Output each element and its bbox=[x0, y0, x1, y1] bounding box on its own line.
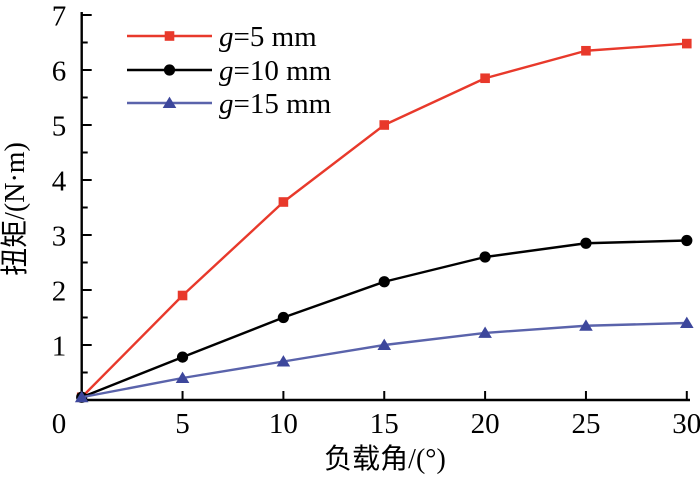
circle-marker bbox=[378, 276, 390, 288]
x-axis-ticks bbox=[181, 391, 688, 400]
y-tick-label: 7 bbox=[52, 1, 67, 33]
y-tick-label: 5 bbox=[52, 111, 67, 143]
x-tick-label: 10 bbox=[269, 408, 298, 440]
series-line bbox=[81, 239, 687, 399]
legend-item-g-10-mm: g=10 mm bbox=[127, 55, 332, 87]
square-marker bbox=[278, 197, 289, 207]
circle-marker bbox=[479, 251, 491, 263]
legend-triangle-marker bbox=[162, 96, 177, 108]
circle-marker bbox=[580, 237, 592, 249]
series-g-15-mm bbox=[74, 316, 694, 403]
y-tick-label: 1 bbox=[52, 331, 67, 363]
x-tick-label: 15 bbox=[370, 408, 399, 440]
triangle-marker bbox=[74, 390, 89, 403]
triangle-marker bbox=[478, 326, 492, 338]
series-g-10-mm bbox=[76, 234, 693, 403]
triangle-marker bbox=[579, 319, 593, 331]
circle-marker bbox=[277, 311, 289, 324]
square-marker bbox=[379, 120, 390, 130]
triangle-marker bbox=[276, 355, 291, 367]
axes: 1 2 3 4 5 6 7 5 10 15 20 25 30 0 bbox=[52, 1, 700, 441]
x-tick-label: 20 bbox=[471, 408, 500, 440]
origin-label: 0 bbox=[52, 408, 67, 440]
y-tick-label: 4 bbox=[52, 166, 67, 198]
circle-marker bbox=[681, 234, 693, 247]
legend-label: g=15 mm bbox=[219, 88, 332, 120]
y-tick-label: 3 bbox=[52, 221, 67, 253]
triangle-marker bbox=[175, 371, 190, 383]
y-tick-labels: 1 2 3 4 5 6 7 bbox=[52, 1, 67, 363]
x-tick-label: 5 bbox=[175, 408, 190, 440]
legend-label: g=5 mm bbox=[219, 21, 317, 53]
legend-item-g-15-mm: g=15 mm bbox=[127, 88, 332, 120]
square-marker bbox=[682, 38, 692, 49]
square-marker bbox=[177, 290, 188, 301]
x-tick-label: 30 bbox=[672, 408, 700, 440]
square-marker bbox=[581, 45, 591, 56]
x-tick-label: 25 bbox=[571, 408, 600, 440]
legend-circle-marker bbox=[163, 64, 176, 76]
y-axis-title: 扭矩/(N·m) bbox=[0, 142, 31, 276]
legend: g=5 mmg=10 mmg=15 mm bbox=[127, 21, 332, 120]
y-tick-label: 6 bbox=[52, 56, 67, 88]
legend-label: g=10 mm bbox=[219, 55, 332, 87]
triangle-marker bbox=[680, 316, 694, 328]
x-axis-title: 负载角/(°) bbox=[324, 443, 446, 475]
triangle-marker bbox=[377, 338, 392, 350]
circle-marker bbox=[176, 351, 189, 363]
series-g-5-mm bbox=[76, 38, 692, 403]
x-tick-labels: 5 10 15 20 25 30 bbox=[175, 408, 700, 440]
legend-square-marker bbox=[164, 31, 175, 41]
legend-item-g-5-mm: g=5 mm bbox=[127, 21, 317, 53]
square-marker bbox=[480, 73, 490, 84]
y-tick-label: 2 bbox=[52, 276, 67, 308]
y-axis-ticks bbox=[81, 14, 92, 374]
